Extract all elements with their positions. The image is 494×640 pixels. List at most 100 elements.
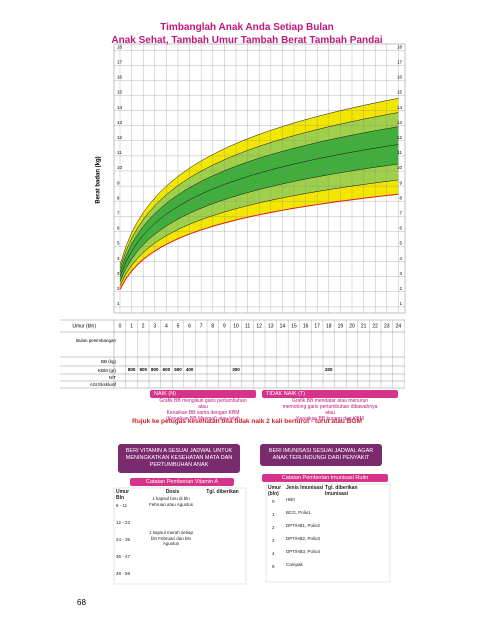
- legend-box-line: atau: [198, 404, 208, 410]
- kbm-value: 900: [139, 367, 147, 372]
- kbm-value: 400: [186, 367, 194, 372]
- y-tick-label: 4: [117, 256, 120, 261]
- column-header: Dosis: [165, 489, 180, 495]
- page-subtitle: Anak Sehat, Tambah Umur Tambah Berat Tam…: [111, 35, 383, 46]
- x-tick-label: 20: [349, 323, 355, 329]
- y-tick-label: 1: [117, 301, 120, 306]
- vitamin-banner: BERI VITAMIN A SESUAI JADWAL UNTUK MENIN…: [118, 444, 240, 473]
- y-tick-label: 11: [117, 150, 122, 155]
- growth-line: [119, 193, 399, 290]
- vaccine-cell: Campak: [286, 562, 303, 567]
- y-tick-label-right: 13: [397, 120, 403, 125]
- y-tick-label: 14: [117, 105, 123, 110]
- x-tick-label: 23: [384, 323, 390, 329]
- y-tick-label: 7: [117, 210, 120, 215]
- age-cell: 0: [272, 499, 275, 504]
- growth-band: [120, 98, 399, 269]
- referral-note: Rujuk ke petugas kesehatan bila tidak na…: [132, 418, 362, 425]
- growth-band: [120, 126, 399, 277]
- growth-line: [119, 126, 399, 273]
- growth-band: [120, 112, 399, 273]
- dose-cell: 1 kapsul merah setiap bln Februari dan b…: [148, 530, 194, 546]
- kbm-value: 500: [174, 367, 182, 372]
- y-tick-label-right: 16: [397, 75, 403, 80]
- age-cell: 1: [272, 512, 275, 517]
- y-tick-label-right: 10: [397, 165, 403, 170]
- table-frame: [265, 483, 391, 583]
- growth-line: [119, 98, 399, 265]
- kbm-value: 600: [163, 367, 171, 372]
- row-label: KBM (gr): [98, 367, 116, 373]
- x-tick-label: 12: [256, 323, 262, 329]
- x-tick-label: 13: [268, 323, 274, 329]
- x-tick-label: 24: [396, 323, 402, 329]
- legend-box-line: atau: [325, 410, 335, 416]
- legend-box-line: (Kenaikan BB Minimal) atau lebih: [166, 416, 240, 422]
- y-tick-label-right: 15: [397, 90, 403, 95]
- y-axis-label: Berat badan (kg): [96, 156, 102, 203]
- y-tick-label: 16: [117, 75, 123, 80]
- page-number: 68: [77, 598, 86, 607]
- table-title: Catatan Pemberian Imunisasi Rutin: [262, 474, 388, 482]
- x-tick-label: 2: [142, 323, 145, 329]
- legend-box-line: Grafik BB mengikuti garis pertumbuhan: [159, 398, 247, 404]
- x-tick-label: 17: [314, 323, 320, 329]
- y-tick-label: 5: [117, 241, 120, 246]
- y-tick-label-right: 12: [397, 135, 403, 140]
- y-tick-label-right: 2: [399, 286, 402, 291]
- vaccine-cell: DPT/HB1, Polio2: [286, 523, 321, 528]
- y-tick-label-right: 18: [397, 44, 403, 49]
- column-header: Jenis Imunisasi: [286, 485, 324, 491]
- age-cell: 36 - 47: [116, 554, 131, 559]
- growth-band: [120, 144, 399, 282]
- y-tick-label: 6: [117, 226, 120, 231]
- growth-line: [119, 112, 399, 269]
- row-label: BB (kg): [100, 358, 116, 364]
- y-tick-label: 2: [117, 286, 120, 291]
- y-tick-label: 15: [117, 90, 123, 95]
- dose-cell: 1 kapsul biru di bln Februari atau Agust…: [148, 496, 194, 507]
- page-title: Timbanglah Anak Anda Setiap Bulan: [160, 22, 334, 33]
- y-tick-label-right: 5: [399, 241, 402, 246]
- growth-line: [119, 144, 399, 277]
- vaccine-cell: DPT/HB2, Polio3: [286, 536, 321, 541]
- x-axis-label: Umur (bln): [72, 323, 96, 329]
- x-tick-label: 4: [165, 323, 168, 329]
- column-header: Umur (bln): [268, 485, 282, 497]
- y-tick-label-right: 4: [399, 256, 402, 261]
- kbm-value: 200: [325, 367, 333, 372]
- x-tick-label: 19: [338, 323, 344, 329]
- legend-box-line: memotong garis pertumbuhan dibawahnya: [282, 404, 378, 410]
- row-label: Bulan penimbangan: [75, 337, 116, 343]
- y-tick-label-right: 1: [399, 301, 402, 306]
- legend-box-title: TIDAK NAIK (T): [262, 390, 398, 398]
- y-tick-label: 3: [117, 271, 120, 276]
- vaccine-cell: DPT/HB3, Polio4: [286, 549, 321, 554]
- x-tick-label: 5: [177, 323, 180, 329]
- immunization-banner: BERI IMUNISASI SESUAI JADWAL AGAR ANAK T…: [260, 444, 382, 466]
- row-label: N/T: [108, 374, 116, 380]
- growth-band: [120, 163, 399, 286]
- x-tick-label: 22: [372, 323, 378, 329]
- growth-band: [120, 179, 399, 290]
- table-frame: [113, 487, 247, 585]
- y-tick-label: 8: [117, 195, 120, 200]
- kbm-value: 300: [232, 367, 240, 372]
- vaccine-cell: HB0: [286, 497, 295, 502]
- age-cell: 3: [272, 538, 275, 543]
- y-tick-label-right: 11: [397, 150, 402, 155]
- y-tick-label: 18: [117, 44, 123, 49]
- table-title: Catatan Pemberian Vitamin A: [130, 478, 234, 486]
- x-tick-label: 14: [280, 323, 286, 329]
- y-tick-label-right: 8: [399, 195, 402, 200]
- y-tick-label: 12: [117, 135, 123, 140]
- y-tick-label: 9: [117, 180, 120, 185]
- age-cell: 6 - 11: [116, 503, 128, 508]
- age-cell: 48 - 59: [116, 571, 131, 576]
- x-tick-label: 6: [188, 323, 191, 329]
- y-tick-label-right: 7: [399, 210, 402, 215]
- age-cell: 2: [272, 525, 275, 530]
- legend-box-line: Kenaikan BB kurang dari KBM: [296, 416, 364, 422]
- x-tick-label: 1: [130, 323, 133, 329]
